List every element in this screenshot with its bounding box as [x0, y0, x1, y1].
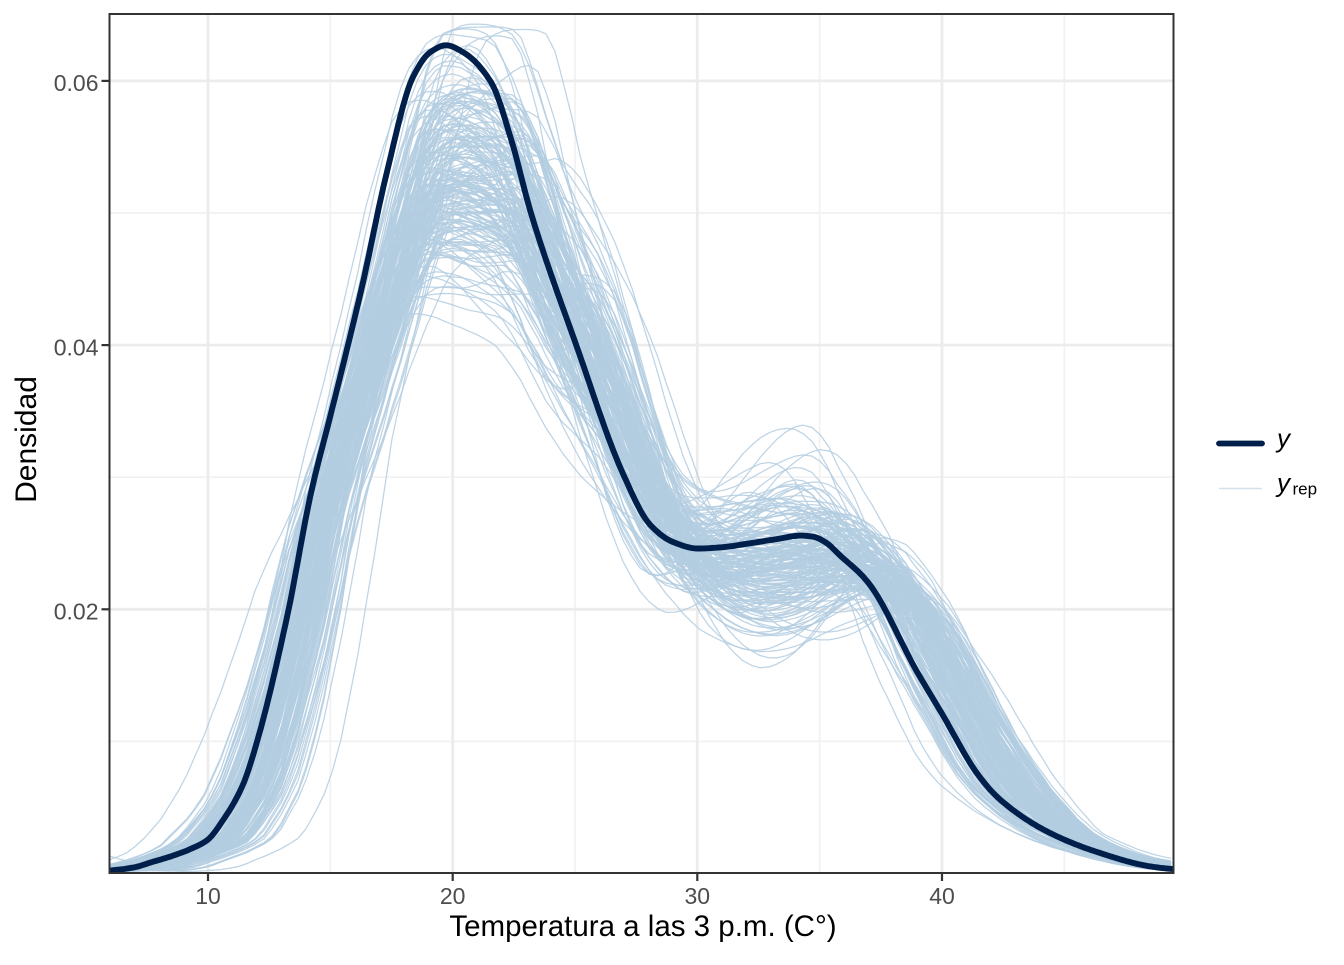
- svg-text:0.02: 0.02: [54, 599, 99, 625]
- svg-text:40: 40: [929, 883, 955, 909]
- svg-text:y: y: [1275, 423, 1292, 453]
- svg-text:0.06: 0.06: [54, 70, 99, 96]
- svg-text:rep: rep: [1293, 480, 1318, 499]
- svg-text:y: y: [1275, 468, 1292, 498]
- svg-text:Densidad: Densidad: [10, 376, 43, 503]
- svg-text:Temperatura a las 3 p.m. (C°): Temperatura a las 3 p.m. (C°): [449, 910, 836, 943]
- svg-text:20: 20: [440, 883, 466, 909]
- svg-text:30: 30: [685, 883, 711, 909]
- svg-text:10: 10: [195, 883, 221, 909]
- svg-text:0.04: 0.04: [54, 334, 99, 360]
